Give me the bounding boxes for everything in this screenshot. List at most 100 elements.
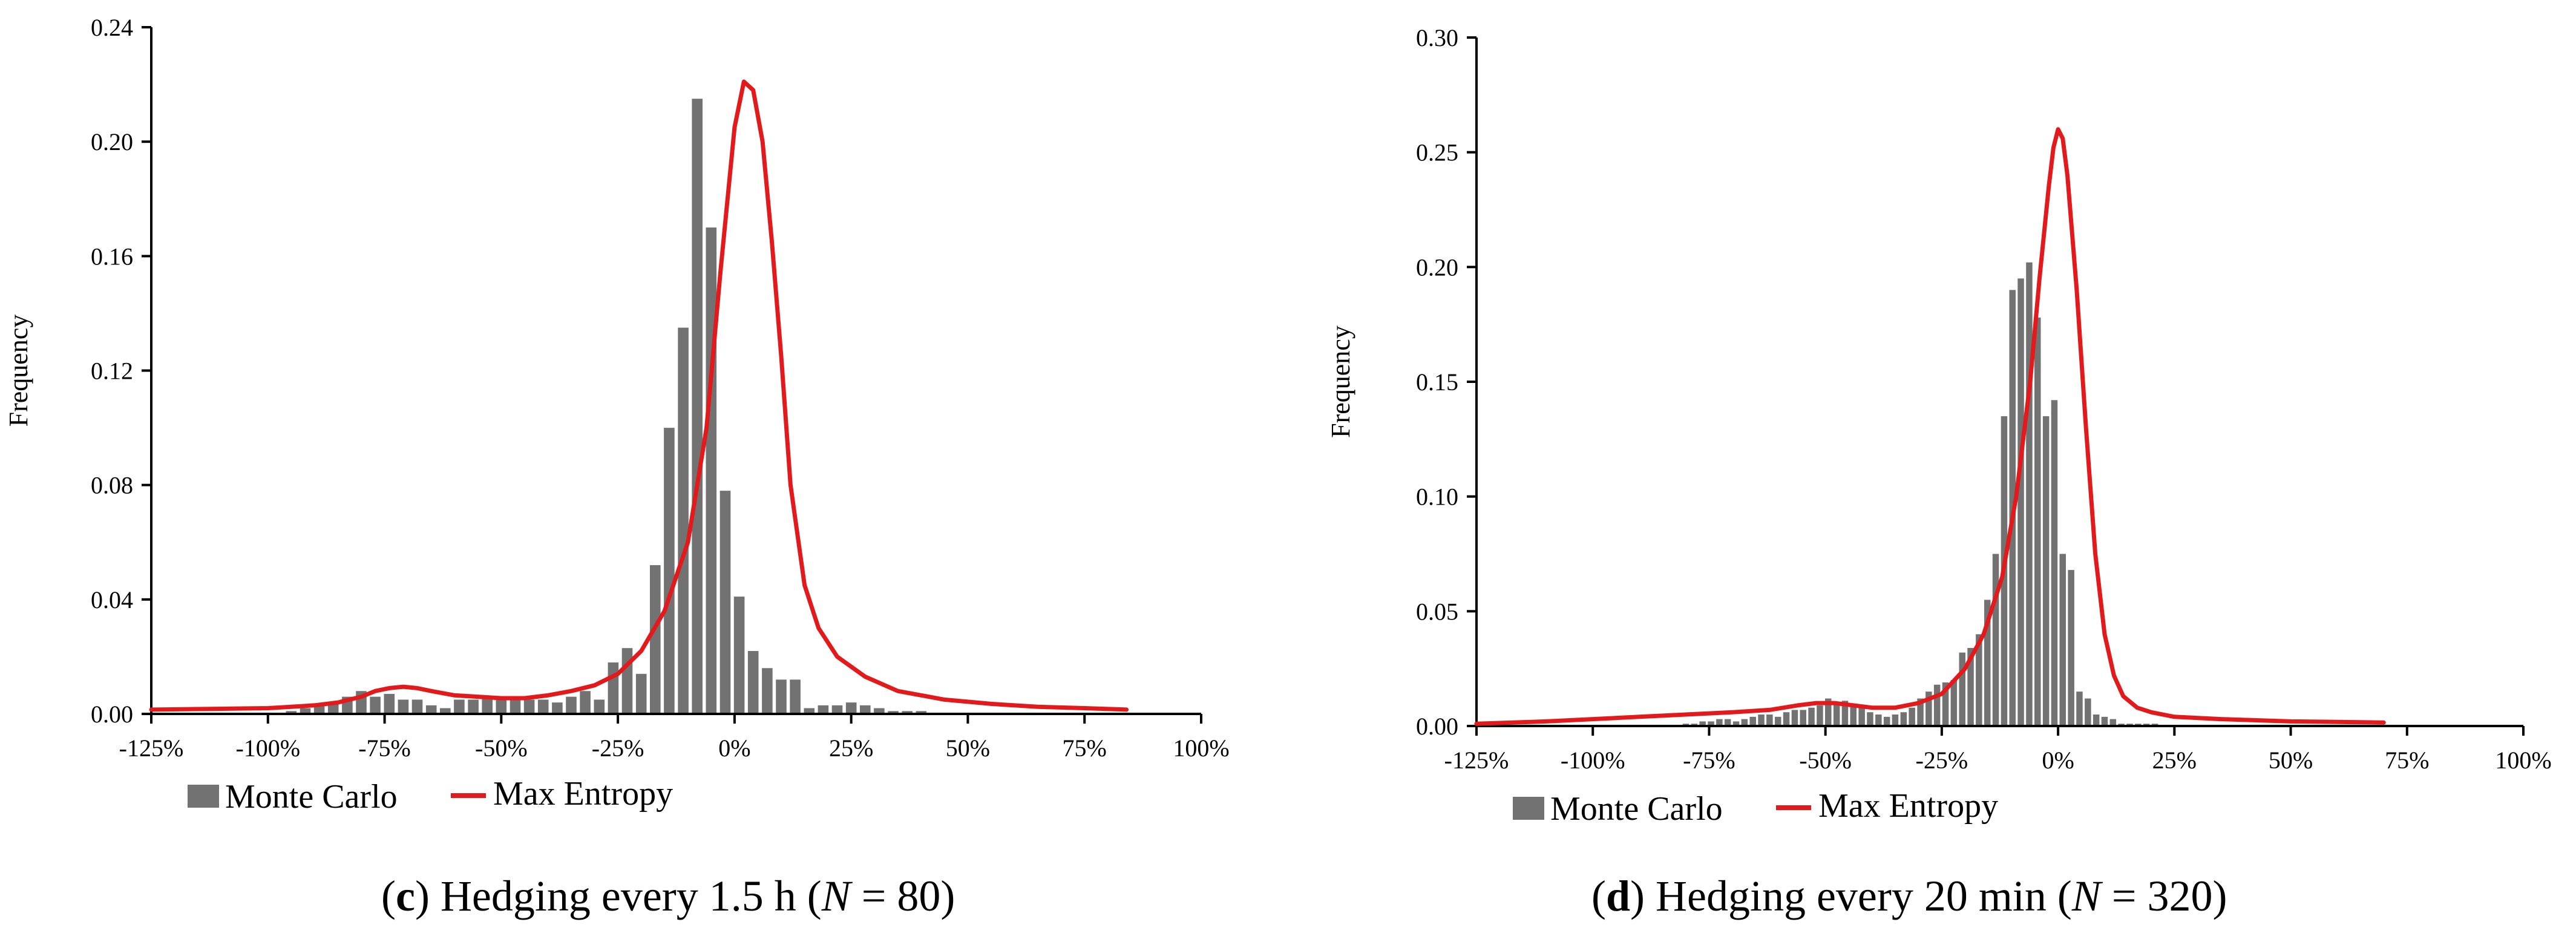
bar xyxy=(678,327,689,714)
legend: Monte Carlo Max Entropy xyxy=(1513,787,1998,828)
bar xyxy=(1732,721,1740,726)
x-tick-label: 50% xyxy=(2269,747,2313,774)
y-axis-title: Frequency xyxy=(4,315,33,427)
bar xyxy=(1833,703,1840,726)
bar xyxy=(566,696,577,714)
bar xyxy=(580,691,591,714)
bar xyxy=(594,699,605,714)
y-tick-label: 0.08 xyxy=(91,472,133,499)
bar xyxy=(523,699,535,714)
bar xyxy=(1933,684,1941,726)
x-tick-label: 0% xyxy=(718,734,750,762)
x-tick-label: -50% xyxy=(475,734,528,762)
y-tick-label: 0.04 xyxy=(91,586,133,613)
bar xyxy=(1825,698,1832,726)
bar xyxy=(635,673,647,714)
legend-label-max-entropy: Max Entropy xyxy=(493,775,673,813)
bar xyxy=(1950,680,1958,726)
bar xyxy=(1758,715,1765,726)
x-tick-label: -125% xyxy=(1444,747,1509,774)
bar xyxy=(1925,692,1932,726)
bar xyxy=(1976,634,1982,726)
y-axis-title: Frequency xyxy=(1326,325,1355,438)
bar xyxy=(1741,719,1748,726)
bar xyxy=(1875,715,1882,726)
bar xyxy=(510,696,521,714)
x-tick-label: 75% xyxy=(2385,747,2429,774)
bar xyxy=(804,708,815,714)
y-tick-label: 0.10 xyxy=(1416,483,1458,511)
x-tick-label: -25% xyxy=(592,734,644,762)
caption-d-letter: d xyxy=(1605,872,1631,920)
x-tick-label: 25% xyxy=(829,734,873,762)
chart-panel-d: 0.00 0.05 0.10 0.15 0.20 0.25 0.30 -125% -100% -7… xyxy=(1326,24,2552,828)
bar xyxy=(1775,716,1781,726)
y-tick-label: 0.16 xyxy=(91,243,133,270)
bar xyxy=(1708,721,1714,726)
y-tick-label: 0.30 xyxy=(1416,24,1458,51)
y-tick-label: 0.00 xyxy=(91,701,133,728)
legend: Monte Carlo Max Entropy xyxy=(188,775,673,816)
bar xyxy=(1883,716,1890,726)
bar xyxy=(454,699,465,714)
y-tick-label: 0.05 xyxy=(1416,598,1458,625)
bar xyxy=(762,668,773,714)
bar xyxy=(621,648,633,714)
bar xyxy=(1858,707,1865,726)
y-tick-label: 0.12 xyxy=(91,358,133,385)
bar xyxy=(411,699,423,714)
bar xyxy=(706,227,717,714)
bar-series-monte-carlo xyxy=(286,99,927,715)
bar xyxy=(537,699,549,714)
bar xyxy=(300,708,311,714)
caption-c-letter: c xyxy=(395,872,415,920)
x-tick-label: 25% xyxy=(2152,747,2197,774)
x-tick-label: -100% xyxy=(1561,747,1625,774)
bar xyxy=(1841,701,1849,726)
bar xyxy=(2085,698,2091,726)
x-tick-label: -75% xyxy=(358,734,411,762)
bar xyxy=(425,705,437,714)
bar xyxy=(1909,707,1915,726)
legend-label-monte-carlo: Monte Carlo xyxy=(1550,790,1723,828)
x-tick-label: 100% xyxy=(1173,734,1229,762)
bar xyxy=(733,597,745,714)
legend-swatch-monte-carlo xyxy=(188,785,219,808)
x-tick-label: -75% xyxy=(1683,747,1735,774)
caption-c-eq: = 80) xyxy=(850,872,955,920)
legend-label-monte-carlo: Monte Carlo xyxy=(225,778,398,816)
bar xyxy=(2093,715,2100,726)
bar xyxy=(1967,648,1974,726)
bar xyxy=(384,693,395,714)
caption-c: (c) Hedging every 1.5 h (N = 80) xyxy=(381,872,955,920)
bar xyxy=(650,565,661,714)
bar xyxy=(2017,278,2024,726)
bar xyxy=(747,651,759,714)
bar xyxy=(860,705,871,714)
x-tick-label: 50% xyxy=(946,734,990,762)
y-tick-label: 0.00 xyxy=(1416,713,1458,740)
bar xyxy=(1749,716,1756,726)
bar xyxy=(831,705,843,714)
bar xyxy=(902,711,913,714)
caption-d-text: Hedging every 20 min ( xyxy=(1656,872,2072,920)
bar xyxy=(482,696,493,714)
bar xyxy=(1900,712,1907,726)
bar xyxy=(1992,554,1999,726)
caption-d: (d) Hedging every 20 min (N = 320) xyxy=(1591,872,2227,920)
bar xyxy=(1942,682,1949,726)
y-tick-label: 0.15 xyxy=(1416,368,1458,396)
chart-panel-c: 0.00 0.04 0.08 0.12 0.16 0.20 0.24 -125% -100% -7… xyxy=(4,14,1230,816)
bar xyxy=(1892,715,1899,726)
bar xyxy=(608,662,619,714)
bar xyxy=(468,699,479,714)
x-tick-label: -125% xyxy=(119,734,184,762)
bar xyxy=(440,708,451,714)
x-tick-label: -100% xyxy=(235,734,300,762)
bar xyxy=(1783,712,1790,726)
bar xyxy=(1724,719,1731,726)
bar xyxy=(1917,698,1924,726)
bar xyxy=(845,702,857,714)
bar xyxy=(1850,705,1857,726)
